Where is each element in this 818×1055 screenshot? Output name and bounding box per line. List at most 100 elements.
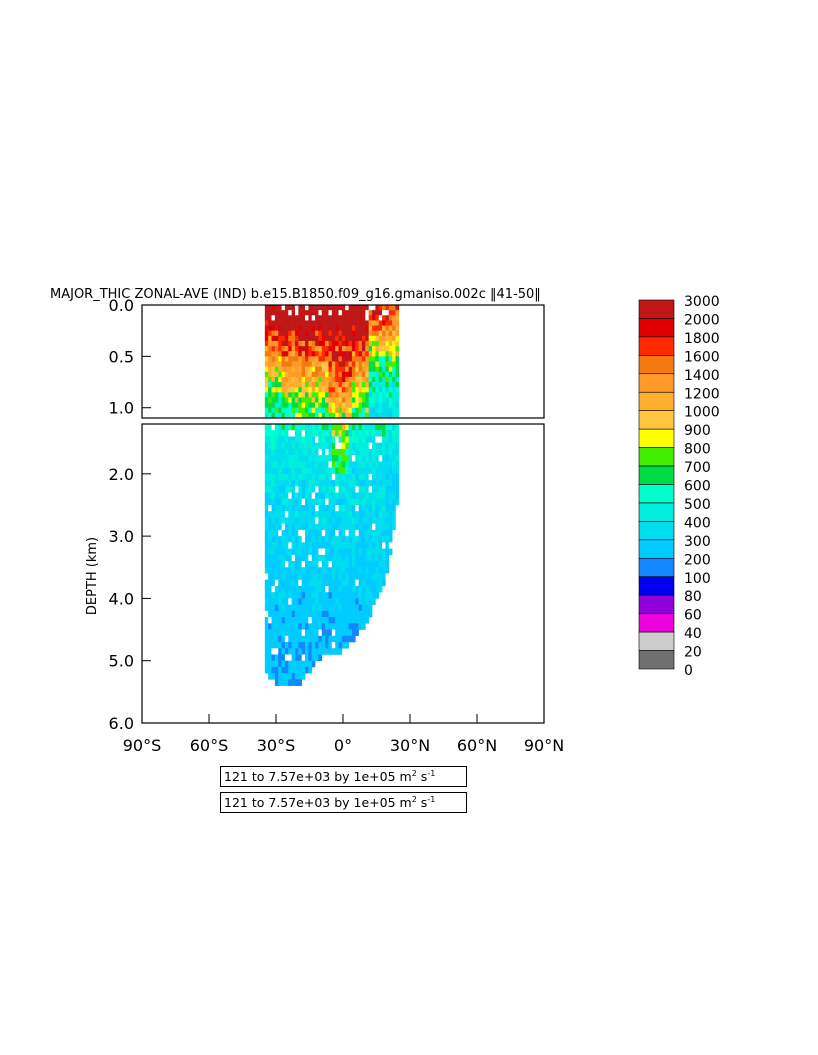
field-cell <box>305 504 309 512</box>
field-cell <box>294 654 299 662</box>
field-cell <box>325 315 329 321</box>
field-cell <box>341 517 346 524</box>
field-cell <box>331 448 336 456</box>
field-cell <box>335 467 339 475</box>
field-cell <box>288 529 292 537</box>
field-cell <box>268 648 272 655</box>
field-cell <box>348 542 353 549</box>
field-cell <box>375 371 380 378</box>
field-cell <box>338 335 343 342</box>
field-cell <box>294 660 299 668</box>
field-cell <box>298 567 302 574</box>
field-cell <box>372 346 376 352</box>
field-cell <box>392 382 396 388</box>
field-cell <box>264 517 269 524</box>
field-cell <box>351 376 356 383</box>
field-cell <box>345 371 349 378</box>
field-cell <box>278 361 282 367</box>
field-cell <box>365 402 369 409</box>
field-cell <box>358 523 363 531</box>
field-cell <box>388 340 393 347</box>
field-cell <box>341 523 346 531</box>
field-cell <box>351 436 356 443</box>
field-cell <box>281 660 286 668</box>
field-cell <box>375 320 380 326</box>
field-cell <box>305 492 309 500</box>
field-cell <box>358 467 363 475</box>
field-cell <box>351 610 356 618</box>
field-cell <box>288 325 292 331</box>
field-cell <box>264 392 269 398</box>
field-cell <box>274 366 279 373</box>
field-cell <box>331 340 336 347</box>
field-cell <box>345 461 349 468</box>
field-cell <box>351 635 356 643</box>
field-cell <box>284 305 289 311</box>
field-cell <box>311 579 316 587</box>
field-cell <box>268 585 272 593</box>
field-cell <box>294 511 299 518</box>
field-cell <box>278 424 282 431</box>
field-cell <box>284 356 289 362</box>
field-cell <box>321 480 326 487</box>
field-cell <box>268 486 272 493</box>
field-cell <box>355 536 359 543</box>
field-cell <box>315 523 319 531</box>
field-cell <box>301 361 306 367</box>
field-cell <box>388 498 393 506</box>
field-cell <box>335 642 339 649</box>
lower-panel-field <box>264 424 400 686</box>
field-cell <box>382 320 386 326</box>
field-cell <box>351 325 356 331</box>
colorbar-swatch <box>638 355 675 375</box>
field-cell <box>348 610 353 618</box>
field-cell <box>325 635 329 643</box>
field-cell <box>288 673 292 680</box>
field-cell <box>382 523 386 531</box>
field-cell <box>328 467 333 475</box>
field-cell <box>278 548 282 556</box>
field-cell <box>264 536 269 543</box>
field-cell <box>288 666 292 674</box>
field-cell <box>331 517 336 524</box>
field-cell <box>284 666 289 674</box>
field-cell <box>268 387 272 393</box>
field-cell <box>268 335 272 342</box>
field-cell <box>365 598 369 605</box>
field-cell <box>361 376 366 383</box>
field-cell <box>345 325 349 331</box>
unit-exponent: 2 <box>411 795 417 804</box>
field-cell <box>305 573 309 581</box>
field-cell <box>315 629 319 637</box>
field-cell <box>392 325 396 331</box>
field-cell <box>341 480 346 487</box>
field-cell <box>345 335 349 342</box>
field-cell <box>288 567 292 574</box>
field-cell <box>378 492 383 500</box>
field-cell <box>325 548 329 556</box>
field-cell <box>372 402 376 409</box>
field-cell <box>395 392 400 398</box>
field-cell <box>325 412 329 418</box>
field-cell <box>281 387 286 393</box>
field-cell <box>331 617 336 624</box>
field-cell <box>291 436 296 443</box>
field-cell <box>341 335 346 342</box>
field-cell <box>372 473 376 481</box>
field-cell <box>294 492 299 500</box>
field-cell <box>315 436 319 443</box>
field-cell <box>308 461 313 468</box>
field-cell <box>315 397 319 403</box>
field-cell <box>281 598 286 605</box>
field-cell <box>338 480 343 487</box>
field-cell <box>318 412 323 418</box>
field-cell <box>325 473 329 481</box>
field-cell <box>338 305 343 311</box>
field-cell <box>278 554 282 562</box>
field-cell <box>328 635 333 643</box>
field-cell <box>361 424 366 431</box>
field-cell <box>311 604 316 612</box>
field-cell <box>365 592 369 599</box>
field-cell <box>298 335 302 342</box>
field-cell <box>361 567 366 574</box>
